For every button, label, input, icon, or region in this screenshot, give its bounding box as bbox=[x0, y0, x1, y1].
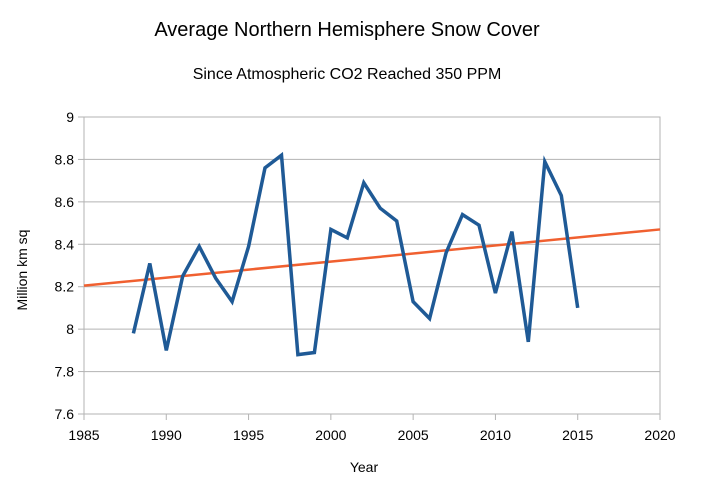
y-tick-label: 8 bbox=[66, 321, 74, 337]
y-tick-label: 9 bbox=[66, 109, 74, 125]
plot-area bbox=[83, 116, 661, 415]
x-tick-label: 2010 bbox=[480, 427, 511, 443]
x-tick-label: 1995 bbox=[233, 427, 264, 443]
y-tick-label: 8.8 bbox=[55, 151, 75, 167]
y-tick-label: 8.4 bbox=[55, 236, 75, 252]
y-axis: 7.6 7.8 8 8.2 8.4 8.6 8.8 9 bbox=[55, 109, 84, 422]
x-axis-label: Year bbox=[350, 459, 379, 475]
y-axis-label: Million km sq bbox=[14, 230, 30, 311]
x-tick-label: 1990 bbox=[151, 427, 182, 443]
chart-title: Average Northern Hemisphere Snow Cover bbox=[154, 19, 540, 41]
y-tick-label: 7.8 bbox=[55, 364, 75, 380]
x-tick-label: 2020 bbox=[644, 427, 675, 443]
x-tick-label: 2005 bbox=[398, 427, 429, 443]
x-tick-label: 1985 bbox=[68, 427, 99, 443]
x-tick-label: 2000 bbox=[315, 427, 346, 443]
chart-subtitle: Since Atmospheric CO2 Reached 350 PPM bbox=[193, 66, 502, 83]
series-line bbox=[131, 151, 580, 357]
trendline bbox=[83, 228, 661, 287]
series-layer bbox=[131, 151, 580, 357]
y-tick-label: 7.6 bbox=[55, 406, 75, 422]
x-axis: 1985 1990 1995 2000 2005 2010 2015 2020 bbox=[68, 414, 676, 443]
y-tick-label: 8.2 bbox=[55, 279, 75, 295]
grid bbox=[84, 116, 660, 415]
y-tick-label: 8.6 bbox=[55, 194, 75, 210]
x-tick-label: 2015 bbox=[562, 427, 593, 443]
trendline-layer bbox=[83, 228, 661, 287]
